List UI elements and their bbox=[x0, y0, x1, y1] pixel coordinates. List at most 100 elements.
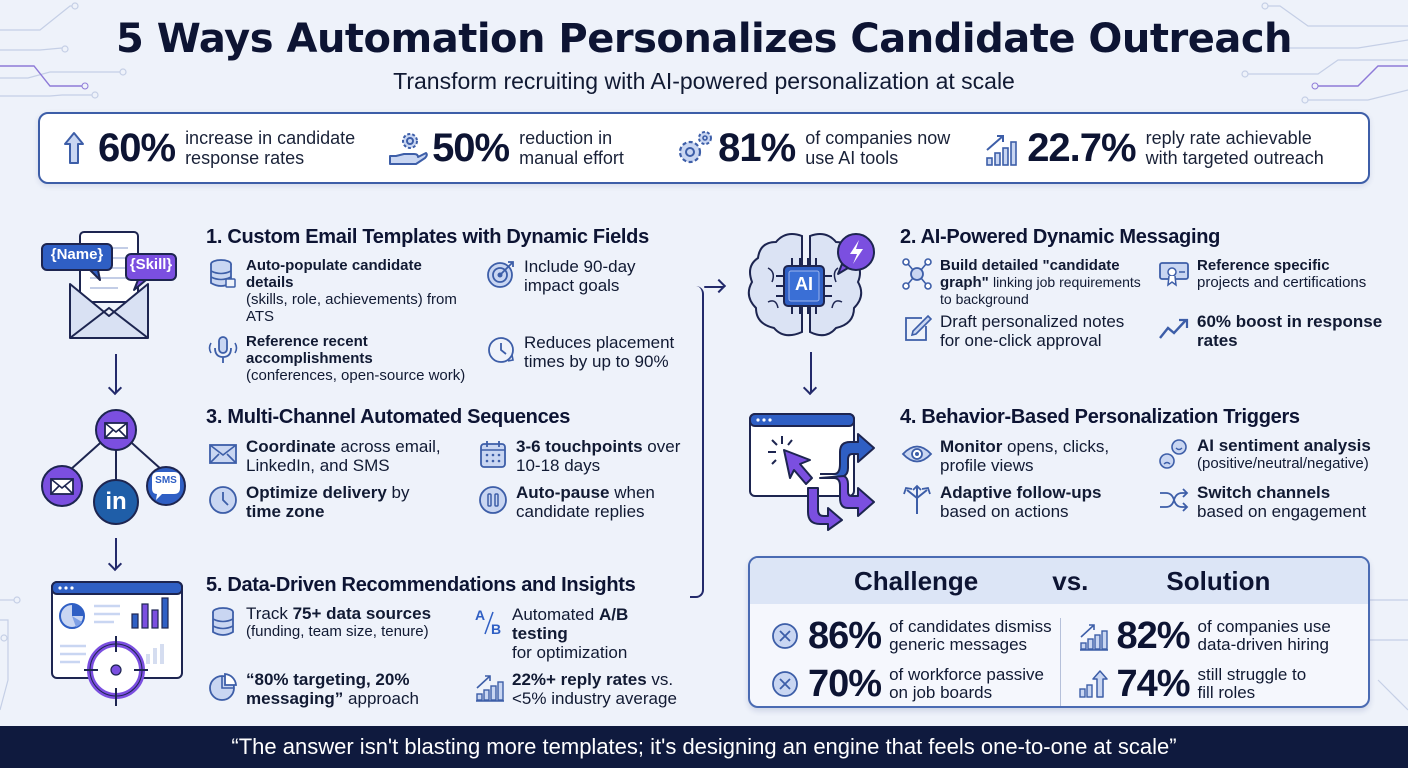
feature-item: AI sentiment analysis (positive/neutral/n… bbox=[1157, 437, 1387, 475]
footer-quote: “The answer isn't blasting more template… bbox=[231, 734, 1177, 759]
feature-item: 22%+ reply rates vs. <5% industry averag… bbox=[472, 670, 686, 708]
challenge-vs-solution-panel: Challenge vs. Solution 86% of candidates… bbox=[748, 556, 1370, 708]
feature-bold: Monitor bbox=[940, 437, 1003, 456]
linkedin-icon: in bbox=[105, 488, 127, 515]
feature-text: (positive/neutral/negative) bbox=[1197, 455, 1369, 472]
feature-item: “80% targeting, 20% messaging” approach bbox=[206, 670, 460, 708]
footer-quote-bar: “The answer isn't blasting more template… bbox=[0, 726, 1408, 768]
stat-value: 22.7% bbox=[1027, 125, 1136, 170]
stat-desc: of companies now use AI tools bbox=[805, 128, 951, 168]
skill-tag: {Skill} bbox=[129, 256, 173, 273]
page-title: 5 Ways Automation Personalizes Candidate… bbox=[115, 16, 1293, 62]
challenge-row: 70% of workforce passive on job boards bbox=[770, 660, 1060, 706]
feature-text: linking job requirements to background bbox=[940, 274, 1141, 307]
feature-text: opens, clicks, profile views bbox=[940, 437, 1110, 475]
flow-connector bbox=[690, 286, 704, 598]
feature-bold: Reference specific bbox=[1197, 257, 1330, 274]
data-insights-illustration bbox=[50, 580, 190, 710]
feature-bold: 75+ data sources bbox=[292, 604, 432, 623]
stat-desc: reduction in manual effort bbox=[519, 128, 624, 168]
arrow-up-icon bbox=[54, 128, 94, 168]
feature-bold: 60% boost in response rates bbox=[1197, 312, 1383, 350]
challenge-row: 86% of candidates dismiss generic messag… bbox=[770, 612, 1060, 660]
feature-item: Reference specific projects and certifica… bbox=[1157, 257, 1387, 308]
split-arrows-icon bbox=[900, 483, 934, 517]
feature-bold: time zone bbox=[246, 502, 325, 521]
clock-icon bbox=[484, 333, 518, 367]
target-icon bbox=[484, 257, 518, 291]
feature-bold: Auto-populate candidate details bbox=[246, 257, 422, 291]
database-icon bbox=[206, 257, 240, 291]
feature-item: Optimize delivery by time zone bbox=[206, 483, 464, 521]
feature-text: (conferences, open-source work) bbox=[246, 367, 466, 384]
feature-bold: Switch channels bbox=[1197, 483, 1331, 502]
circuit-decoration-bottom-right bbox=[1368, 599, 1408, 711]
section-behavior-triggers: 4. Behavior-Based Personalization Trigge… bbox=[900, 406, 1380, 521]
growth-chart-icon bbox=[1078, 621, 1109, 651]
solutions-column: 82% of companies use data-driven hiring … bbox=[1078, 612, 1368, 706]
feature-text: vs. <5% industry average bbox=[512, 670, 677, 708]
section-ai-dynamic-messaging: 2. AI-Powered Dynamic Messaging Build de… bbox=[900, 226, 1383, 350]
multichannel-illustration: in SMS bbox=[38, 408, 188, 528]
feature-text: Draft personalized notes for one-click a… bbox=[940, 312, 1125, 350]
stat-ai-adoption: 81% of companies now use AI tools bbox=[674, 126, 965, 171]
name-tag: {Name} bbox=[50, 246, 104, 263]
section-data-driven-insights: 5. Data-Driven Recommendations and Insig… bbox=[206, 574, 686, 708]
feature-item: Draft personalized notes for one-click a… bbox=[900, 312, 1145, 350]
section-title: 5. Data-Driven Recommendations and Insig… bbox=[206, 574, 636, 596]
feature-item: Reduces placement times by up to 90% bbox=[484, 333, 684, 384]
growth-chart-icon bbox=[983, 128, 1023, 168]
feature-bold: Coordinate bbox=[246, 437, 336, 456]
feature-text: over 10-18 days bbox=[516, 437, 681, 475]
microphone-icon bbox=[206, 333, 240, 367]
feature-text: (funding, team size, tenure) bbox=[246, 623, 429, 640]
edit-icon bbox=[900, 312, 934, 346]
feature-text: based on engagement bbox=[1197, 502, 1367, 521]
stat-value: 81% bbox=[718, 125, 796, 170]
feature-item: Reference recent accomplishments (confere… bbox=[206, 333, 472, 384]
vs-label: vs. bbox=[1052, 565, 1089, 596]
feature-text: Track bbox=[246, 604, 293, 623]
comparison-header: Challenge vs. Solution bbox=[750, 558, 1368, 604]
stats-banner: 60% increase in candidate response rates… bbox=[38, 112, 1370, 184]
certificate-icon bbox=[1157, 257, 1191, 291]
pie-chart-icon bbox=[206, 670, 240, 704]
feature-text: projects and certifications bbox=[1197, 274, 1367, 291]
solution-value: 74% bbox=[1116, 662, 1190, 705]
behavior-trigger-illustration bbox=[748, 412, 888, 532]
feature-text: (skills, role, achievements) from ATS bbox=[246, 291, 457, 325]
feature-item: Track 75+ data sources (funding, team siz… bbox=[206, 605, 460, 662]
feature-item: Auto-populate candidate details (skills, … bbox=[206, 257, 472, 325]
challenge-heading: Challenge bbox=[854, 565, 979, 596]
gears-icon bbox=[674, 128, 714, 168]
flow-arrow bbox=[115, 354, 117, 392]
stat-value: 60% bbox=[98, 125, 176, 170]
divider bbox=[1059, 618, 1061, 706]
page-subtitle: Transform recruiting with AI-powered per… bbox=[393, 68, 1015, 94]
stat-desc: reply rate achievable with targeted outr… bbox=[1145, 128, 1324, 168]
feature-text: approach bbox=[343, 689, 419, 708]
feature-bold: “80% targeting, 20% messaging” bbox=[246, 670, 410, 708]
challenge-value: 70% bbox=[808, 662, 882, 705]
challenge-desc: of candidates dismiss generic messages bbox=[889, 617, 1052, 654]
shuffle-icon bbox=[1157, 483, 1191, 517]
ai-brain-illustration: AI bbox=[742, 228, 878, 340]
hand-gear-icon bbox=[388, 128, 428, 168]
svg-text:B: B bbox=[491, 621, 501, 637]
feature-text: Reduces placement times by up to 90% bbox=[524, 333, 675, 371]
solution-desc: still struggle to fill roles bbox=[1197, 665, 1307, 702]
x-circle-icon bbox=[770, 621, 800, 651]
feature-bold: 22%+ reply rates bbox=[512, 670, 647, 689]
network-graph-icon bbox=[900, 257, 934, 291]
feature-text: across email, LinkedIn, and SMS bbox=[246, 437, 441, 475]
feature-bold: Adaptive follow-ups bbox=[940, 483, 1102, 502]
clock-icon bbox=[206, 483, 240, 517]
flow-connector-top bbox=[704, 286, 724, 288]
feature-bold: Reference recent accomplishments bbox=[246, 333, 373, 367]
feature-text: when candidate replies bbox=[516, 483, 655, 521]
svg-text:A: A bbox=[475, 607, 485, 623]
envelope-icon bbox=[206, 437, 240, 471]
database-icon bbox=[206, 605, 240, 639]
